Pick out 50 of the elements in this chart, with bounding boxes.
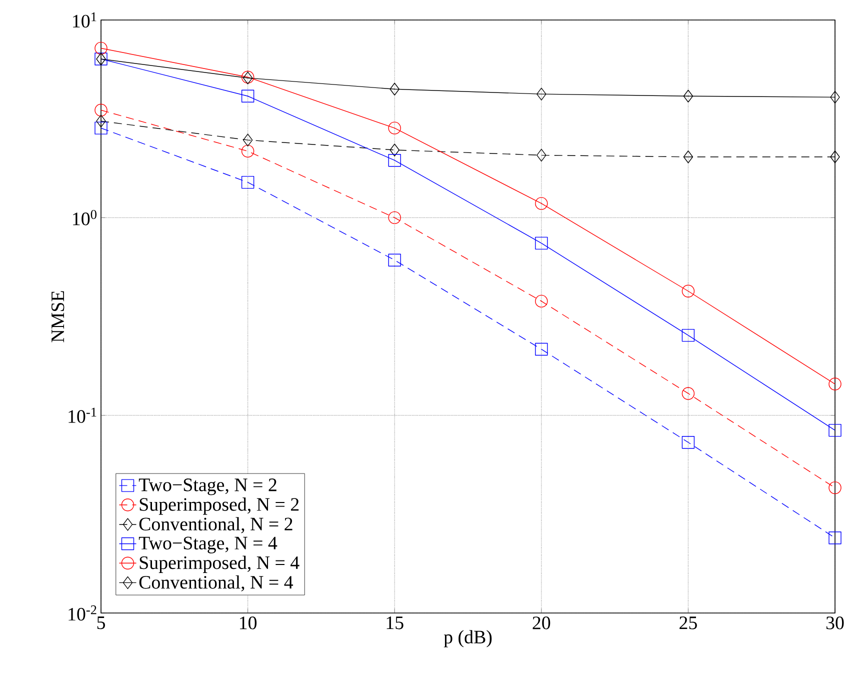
point: [682, 436, 695, 449]
point: [535, 236, 548, 250]
point: [94, 104, 108, 116]
point: [828, 378, 842, 390]
y-tick-label: 10$^{1}$: [73, 12, 96, 28]
point: [830, 150, 840, 164]
x-tick-label: 10: [240, 616, 257, 630]
point: [96, 114, 106, 128]
point: [536, 88, 546, 100]
legend-label: Superimposed, N = 4: [140, 556, 300, 573]
point: [535, 342, 548, 356]
point: [682, 328, 695, 342]
point: [535, 197, 548, 210]
point: [828, 532, 842, 544]
y-tick-label: 10$^{-1}$: [68, 408, 96, 423]
legend-label: Superimposed, N = 2: [140, 498, 299, 515]
point: [828, 481, 842, 494]
y-tick-label: 10$^{0}$: [73, 210, 96, 226]
x-tick-label: 20: [532, 616, 550, 630]
legend-label: Conventional, N = 4: [139, 575, 294, 592]
point: [94, 42, 108, 55]
point: [241, 144, 254, 158]
point: [242, 134, 253, 146]
point: [388, 211, 401, 224]
point: [682, 387, 695, 400]
x-axis-title: p (dB): [444, 630, 492, 648]
x-tick-label: 15: [386, 616, 404, 630]
x-tick-label: 30: [826, 616, 844, 630]
point: [683, 90, 694, 102]
point: [390, 144, 400, 156]
legend-label: Conventional, N = 2: [139, 517, 292, 534]
point: [830, 90, 840, 104]
legend-label: Two−Stage, N = 4: [138, 536, 278, 554]
legend-label: Two−Stage, N = 2: [138, 478, 276, 496]
point: [682, 284, 695, 298]
point: [388, 122, 401, 134]
y-axis-title: NMSE: [51, 291, 64, 342]
point: [388, 254, 401, 266]
point: [828, 424, 842, 437]
point: [536, 148, 546, 162]
y-tick-label: 10$^{-2}$: [68, 605, 96, 621]
point: [241, 90, 254, 102]
x-tick-label: 5: [97, 616, 105, 630]
x-tick-label: 25: [680, 616, 697, 630]
point: [683, 150, 694, 164]
point: [390, 82, 400, 96]
point: [535, 294, 548, 308]
point: [94, 122, 108, 134]
point: [388, 154, 401, 167]
point: [241, 176, 254, 189]
